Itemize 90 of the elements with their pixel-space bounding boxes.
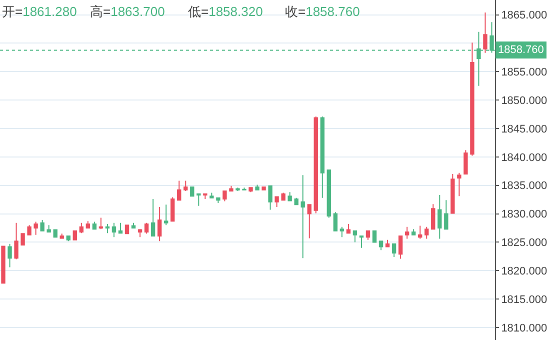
- candlestick: [262, 186, 266, 190]
- candlestick: [34, 221, 38, 236]
- candlestick: [118, 222, 123, 234]
- candlestick: [314, 116, 318, 214]
- annotation: 收=1858.760: [285, 4, 360, 19]
- ref-line-label: 1858.760: [498, 44, 544, 56]
- annotation: 高=1863.700: [90, 4, 165, 19]
- y-tick-label: 1820.000: [501, 265, 548, 278]
- y-tick-label: 1855.000: [501, 66, 548, 78]
- candlestick: [392, 243, 396, 258]
- candlestick: [222, 190, 227, 202]
- candlestick: [86, 220, 90, 228]
- candlestick: [418, 225, 422, 240]
- y-tick-label: 1845.000: [501, 123, 548, 136]
- candlestick: [216, 197, 220, 204]
- candlestick: [464, 150, 468, 174]
- candlestick: [483, 12, 488, 54]
- candlestick: [8, 243, 12, 268]
- candlestick: [300, 174, 305, 259]
- candlestick: [144, 222, 149, 234]
- y-tick-label: 1830.000: [501, 208, 548, 221]
- candlestick: [79, 222, 84, 234]
- candlestick: [124, 224, 130, 234]
- candlestick: [105, 224, 110, 234]
- y-tick-label: 1840.000: [501, 152, 548, 164]
- candlestick: [255, 184, 260, 190]
- candlestick: [366, 230, 370, 240]
- candlestick: [385, 239, 390, 248]
- y-tick-label: 1865.000: [501, 10, 548, 22]
- candlestick: [164, 204, 168, 226]
- candlestick: [248, 187, 253, 193]
- candlestick: [378, 240, 384, 251]
- candlestick: [112, 222, 116, 238]
- candlestick: [404, 226, 410, 240]
- candlestick: [190, 186, 194, 197]
- candlestick: [438, 194, 442, 240]
- candlestick: [53, 229, 58, 238]
- candlestick: [346, 224, 351, 234]
- candlestick: [372, 230, 377, 243]
- candlestick: [27, 224, 32, 236]
- candlestick: [236, 187, 240, 192]
- candlestick: [398, 235, 403, 260]
- candlestick: [170, 196, 175, 222]
- candlestick: [242, 187, 246, 190]
- candlestick: [20, 232, 25, 246]
- candlestick: [288, 192, 292, 202]
- candlestick: [340, 226, 344, 238]
- candlestick: [66, 235, 70, 242]
- candlestick: [274, 196, 279, 208]
- candlestick: [138, 228, 142, 238]
- candlestick: [177, 180, 182, 201]
- candlestick: [196, 193, 201, 206]
- candlestick: [268, 185, 272, 210]
- candlestick: [203, 193, 208, 200]
- candlestick: [294, 197, 298, 206]
- candlestick: [184, 180, 188, 192]
- candlestick: [92, 221, 97, 230]
- candlestick: [333, 212, 338, 232]
- candlestick: [150, 198, 156, 236]
- candlestick: [131, 222, 136, 228]
- candlestick: [424, 226, 429, 240]
- candlestick: [1, 246, 6, 284]
- candlestick: [72, 230, 77, 240]
- candlestick: [210, 192, 214, 198]
- candlestick: [431, 204, 436, 230]
- candlestick: [14, 222, 18, 260]
- candlestick: [46, 224, 51, 232]
- candlestick: [450, 173, 455, 214]
- y-tick-label: 1815.000: [501, 294, 548, 306]
- candlestick: [359, 235, 364, 248]
- candlestick: [60, 233, 64, 239]
- y-tick-label: 1825.000: [501, 237, 548, 250]
- candlestick: [457, 172, 462, 197]
- candlestick: [40, 220, 44, 232]
- candlestick: [157, 206, 162, 242]
- candlestick: [281, 192, 286, 201]
- candlestick: [470, 42, 474, 156]
- candlestick: [229, 185, 234, 192]
- annotation: 低=1858.320: [188, 4, 263, 19]
- y-tick-label: 1850.000: [501, 94, 548, 107]
- candlestick: [98, 217, 104, 230]
- candlestick: [444, 200, 448, 230]
- y-tick-label: 1810.000: [501, 322, 548, 334]
- candlestick: [411, 228, 416, 236]
- candlestick: [326, 170, 332, 218]
- candlestick: [352, 230, 358, 243]
- annotation: 开=1861.280: [2, 4, 77, 19]
- candlestick: [307, 204, 312, 239]
- candlestick: [320, 116, 324, 198]
- y-tick-label: 1835.000: [501, 180, 548, 192]
